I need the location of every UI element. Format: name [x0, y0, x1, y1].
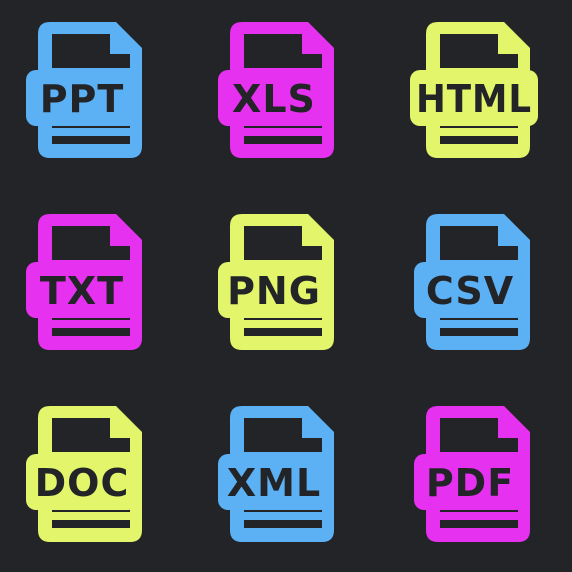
file-xml-icon: XML [210, 402, 346, 548]
file-txt-icon: TXT [18, 210, 154, 356]
file-pdf-icon: PDF [406, 402, 542, 548]
file-type-label: HTML [416, 77, 532, 121]
file-xls-icon: XLS [210, 18, 346, 164]
file-type-label: PNG [227, 269, 321, 313]
file-ppt-icon: PPT [18, 18, 154, 164]
file-type-label: TXT [40, 269, 124, 313]
file-type-label: DOC [35, 461, 130, 505]
file-type-label: PDF [426, 461, 514, 505]
file-type-label: CSV [426, 269, 514, 313]
file-csv-icon: CSV [406, 210, 542, 356]
file-doc-icon: DOC [18, 402, 154, 548]
file-type-label: PPT [40, 77, 125, 121]
file-type-label: XML [227, 461, 321, 505]
file-html-icon: HTML [406, 18, 542, 164]
file-png-icon: PNG [210, 210, 346, 356]
file-type-label: XLS [232, 77, 316, 121]
